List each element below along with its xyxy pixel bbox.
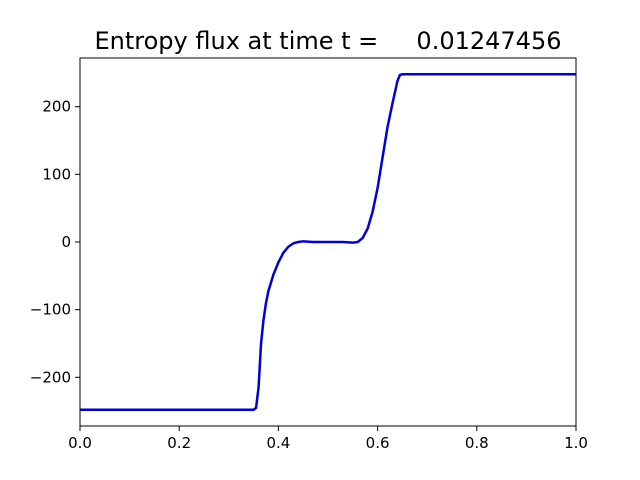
y-tick-label: 200 — [42, 98, 71, 116]
x-tick-label: 1.0 — [564, 434, 588, 452]
x-tick-label: 0.0 — [68, 434, 92, 452]
series-line — [80, 72, 576, 412]
plot-area — [79, 57, 577, 427]
y-tick-label: −200 — [30, 368, 71, 386]
x-tick-label: 0.8 — [465, 434, 489, 452]
x-axis: 0.0 0.2 0.4 0.6 0.8 1.0 — [68, 426, 588, 452]
y-axis: −200 −100 0 100 200 — [30, 98, 80, 386]
y-tick-label: 100 — [42, 165, 71, 183]
y-tick-label: −100 — [30, 301, 71, 319]
x-tick-label: 0.2 — [167, 434, 191, 452]
y-tick-label: 0 — [61, 233, 71, 251]
x-tick-label: 0.4 — [266, 434, 290, 452]
chart-title: Entropy flux at time t = 0.01247456 — [95, 27, 562, 55]
x-tick-label: 0.6 — [366, 434, 390, 452]
